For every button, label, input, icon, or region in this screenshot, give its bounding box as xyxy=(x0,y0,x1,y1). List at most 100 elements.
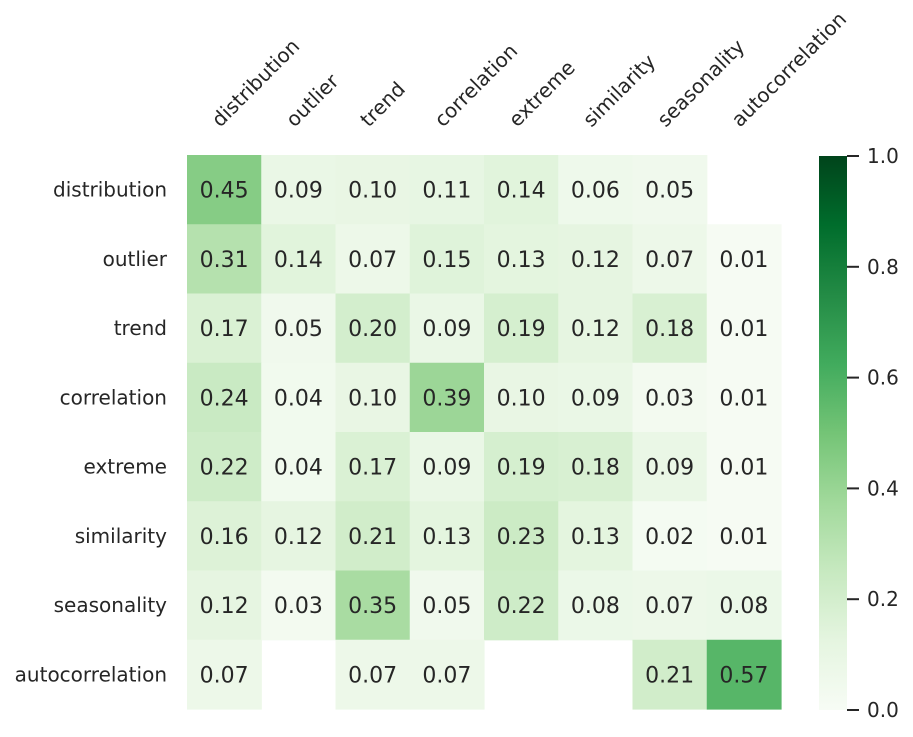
x-tick-label: outlier xyxy=(281,68,344,131)
cell-value-label: 0.17 xyxy=(348,456,397,481)
heatmap-cell xyxy=(632,639,708,710)
cell-value-label: 0.11 xyxy=(422,179,471,204)
cell-value-label: 0.19 xyxy=(497,317,546,342)
cell-value-label: 0.18 xyxy=(571,456,620,481)
y-tick-label: trend xyxy=(114,316,167,340)
heatmap-cell xyxy=(187,432,262,502)
cell-value-label: 0.17 xyxy=(200,317,249,342)
cell-value-label: 0.10 xyxy=(348,179,397,204)
cell-value-label: 0.07 xyxy=(348,248,397,273)
cell-value-label: 0.05 xyxy=(274,317,323,342)
heatmap-cell xyxy=(558,570,634,641)
colorbar-gradient xyxy=(819,156,847,710)
colorbar-tick-label: 0.0 xyxy=(867,698,899,722)
heatmap-cell xyxy=(558,155,634,225)
heatmap-cell xyxy=(484,362,559,433)
cell-value-label: 0.21 xyxy=(348,525,397,550)
heatmap-cell xyxy=(261,362,337,433)
cell-value-label: 0.24 xyxy=(200,386,249,411)
colorbar-tick-label: 0.2 xyxy=(867,587,899,611)
cell-value-label: 0.07 xyxy=(645,248,694,273)
heatmap-cell xyxy=(409,639,485,710)
cell-value-label: 0.01 xyxy=(719,317,768,342)
heatmap-cell xyxy=(187,570,262,641)
heatmap-cell xyxy=(558,224,634,295)
heatmap-cell xyxy=(335,501,411,572)
heatmap-cell xyxy=(409,501,485,572)
cell-value-label: 0.12 xyxy=(200,594,249,619)
colorbar-tick-label: 0.4 xyxy=(867,476,899,500)
cell-value-label: 0.04 xyxy=(274,386,323,411)
y-tick-label: outlier xyxy=(103,247,168,271)
heatmap-cell xyxy=(261,570,337,641)
cell-value-label: 0.12 xyxy=(274,525,323,550)
heatmap-cell xyxy=(335,432,411,502)
cell-value-label: 0.13 xyxy=(497,248,546,273)
cell-value-label: 0.09 xyxy=(645,456,694,481)
y-tick-label: seasonality xyxy=(54,593,168,617)
cell-value-label: 0.01 xyxy=(719,386,768,411)
heatmap-cell xyxy=(409,362,485,433)
heatmap-cell xyxy=(409,293,485,364)
cell-value-label: 0.10 xyxy=(348,386,397,411)
cell-value-label: 0.31 xyxy=(200,248,249,273)
heatmap-cell xyxy=(706,501,782,572)
heatmap-cell xyxy=(261,293,337,364)
heatmap-cell xyxy=(558,501,634,572)
heatmap-cell xyxy=(632,155,708,225)
cell-value-label: 0.10 xyxy=(497,386,546,411)
heatmap-cell xyxy=(261,501,337,572)
heatmap-cell xyxy=(335,155,411,225)
x-tick-label: similarity xyxy=(578,49,660,131)
heatmap-cell xyxy=(335,293,411,364)
y-tick-label: extreme xyxy=(83,455,167,479)
y-tick-label: autocorrelation xyxy=(15,662,167,686)
cell-value-label: 0.45 xyxy=(200,179,249,204)
cell-value-label: 0.05 xyxy=(422,594,471,619)
colorbar-tick-label: 0.6 xyxy=(867,366,899,390)
heatmap-cell xyxy=(409,155,485,225)
heatmap-cell xyxy=(187,501,262,572)
heatmap-cell xyxy=(706,362,782,433)
cell-value-label: 0.09 xyxy=(422,317,471,342)
x-tick-label: extreme xyxy=(504,56,580,132)
y-axis-labels: distribution outlier trend correlation extre… xyxy=(15,178,168,687)
cell-value-label: 0.07 xyxy=(422,663,471,688)
heatmap-cell xyxy=(409,224,485,295)
cell-value-label: 0.20 xyxy=(348,317,397,342)
cell-value-label: 0.07 xyxy=(348,663,397,688)
heatmap-cell xyxy=(706,432,782,502)
colorbar-tick-label: 1.0 xyxy=(867,144,899,168)
cell-value-label: 0.13 xyxy=(571,525,620,550)
cell-value-label: 0.23 xyxy=(497,525,546,550)
heatmap-cell xyxy=(558,362,634,433)
heatmap-cell xyxy=(261,432,337,502)
cell-value-label: 0.22 xyxy=(200,456,249,481)
heatmap-cell xyxy=(484,501,559,572)
cell-value-label: 0.12 xyxy=(571,248,620,273)
heatmap-cell xyxy=(706,224,782,295)
heatmap-cell xyxy=(187,293,262,364)
cell-value-label: 0.35 xyxy=(348,594,397,619)
cell-value-label: 0.21 xyxy=(645,663,694,688)
cell-value-label: 0.07 xyxy=(200,663,249,688)
heatmap-cell xyxy=(632,362,708,433)
heatmap-cell xyxy=(632,501,708,572)
heatmap-cell xyxy=(261,224,337,295)
cell-value-label: 0.09 xyxy=(571,386,620,411)
heatmap-cell xyxy=(632,224,708,295)
heatmap-cell xyxy=(187,224,262,295)
cell-value-label: 0.15 xyxy=(422,248,471,273)
heatmap-cell xyxy=(484,570,559,641)
cell-value-label: 0.02 xyxy=(645,525,694,550)
cell-value-label: 0.03 xyxy=(645,386,694,411)
y-tick-label: similarity xyxy=(75,524,167,548)
cell-value-label: 0.13 xyxy=(422,525,471,550)
cell-value-label: 0.05 xyxy=(645,179,694,204)
cell-value-label: 0.08 xyxy=(571,594,620,619)
y-tick-label: correlation xyxy=(60,385,167,409)
cell-value-label: 0.09 xyxy=(422,456,471,481)
heatmap-cell xyxy=(335,362,411,433)
